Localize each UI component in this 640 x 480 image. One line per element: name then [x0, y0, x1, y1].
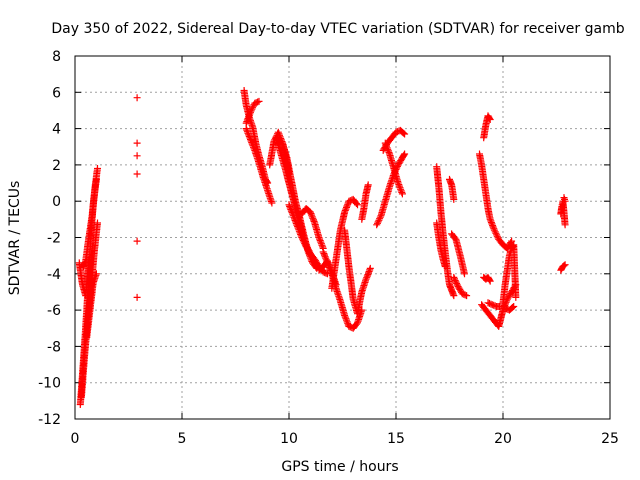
- plot-frame: [74, 55, 611, 420]
- x-tick-label: 15: [387, 431, 405, 447]
- data-point-cluster: [75, 255, 93, 300]
- chart-title: Day 350 of 2022, Sidereal Day-to-day VTE…: [51, 21, 624, 37]
- data-point-cluster: [557, 197, 569, 229]
- x-tick-label: 0: [71, 431, 80, 447]
- data-point-cluster: [133, 94, 141, 301]
- y-tick-label: 0: [52, 194, 61, 210]
- y-tick-label: -12: [38, 412, 61, 428]
- data-point-cluster: [328, 195, 361, 292]
- data-point-cluster: [476, 150, 516, 252]
- data-point-cluster: [379, 126, 409, 154]
- data-point-cluster: [381, 139, 406, 198]
- data-point-cluster: [450, 273, 471, 300]
- data-points: [75, 87, 569, 408]
- y-tick-label: 2: [52, 158, 61, 174]
- data-point-cluster: [358, 181, 372, 223]
- grid-lines: [75, 56, 610, 419]
- data-point-cluster: [560, 194, 569, 205]
- data-point-cluster: [272, 134, 331, 278]
- data-point-cluster: [242, 125, 276, 207]
- data-point-cluster: [433, 219, 449, 270]
- x-tick-label: 25: [601, 431, 619, 447]
- y-tick-label: 4: [52, 122, 61, 138]
- y-tick-label: -6: [47, 303, 61, 319]
- data-point-cluster: [448, 230, 468, 278]
- x-axis-label: GPS time / hours: [281, 459, 398, 475]
- data-point-cluster: [285, 201, 323, 270]
- y-tick-label: -10: [38, 376, 61, 392]
- data-point-cluster: [446, 175, 458, 203]
- y-tick-label: 8: [52, 49, 61, 65]
- data-point-cluster: [501, 303, 518, 314]
- x-tick-label: 10: [280, 431, 298, 447]
- data-point-cluster: [480, 112, 494, 142]
- data-point-cluster: [298, 205, 327, 252]
- data-point-cluster: [341, 226, 374, 318]
- data-point-cluster: [433, 163, 458, 300]
- data-point-cluster: [242, 97, 263, 127]
- data-point-cluster: [557, 261, 569, 274]
- axis-ticks: 0 5 10 15 20 25 -12 -10 -8 -6 -4 -2 0 2 4 6 8: [38, 49, 619, 447]
- data-point-cluster: [83, 270, 100, 341]
- y-tick-label: -2: [47, 231, 61, 247]
- data-point-cluster: [480, 273, 494, 285]
- data-point-cluster: [279, 139, 321, 272]
- y-tick-label: 6: [52, 85, 61, 101]
- data-point-cluster: [80, 175, 100, 270]
- x-tick-label: 20: [494, 431, 512, 447]
- x-tick-label: 5: [178, 431, 187, 447]
- data-point-cluster: [499, 241, 520, 307]
- data-point-cluster: [484, 299, 505, 310]
- y-axis-label: SDTVAR / TECUs: [7, 181, 23, 296]
- y-tick-label: -8: [47, 339, 61, 355]
- y-tick-label: -4: [47, 267, 61, 283]
